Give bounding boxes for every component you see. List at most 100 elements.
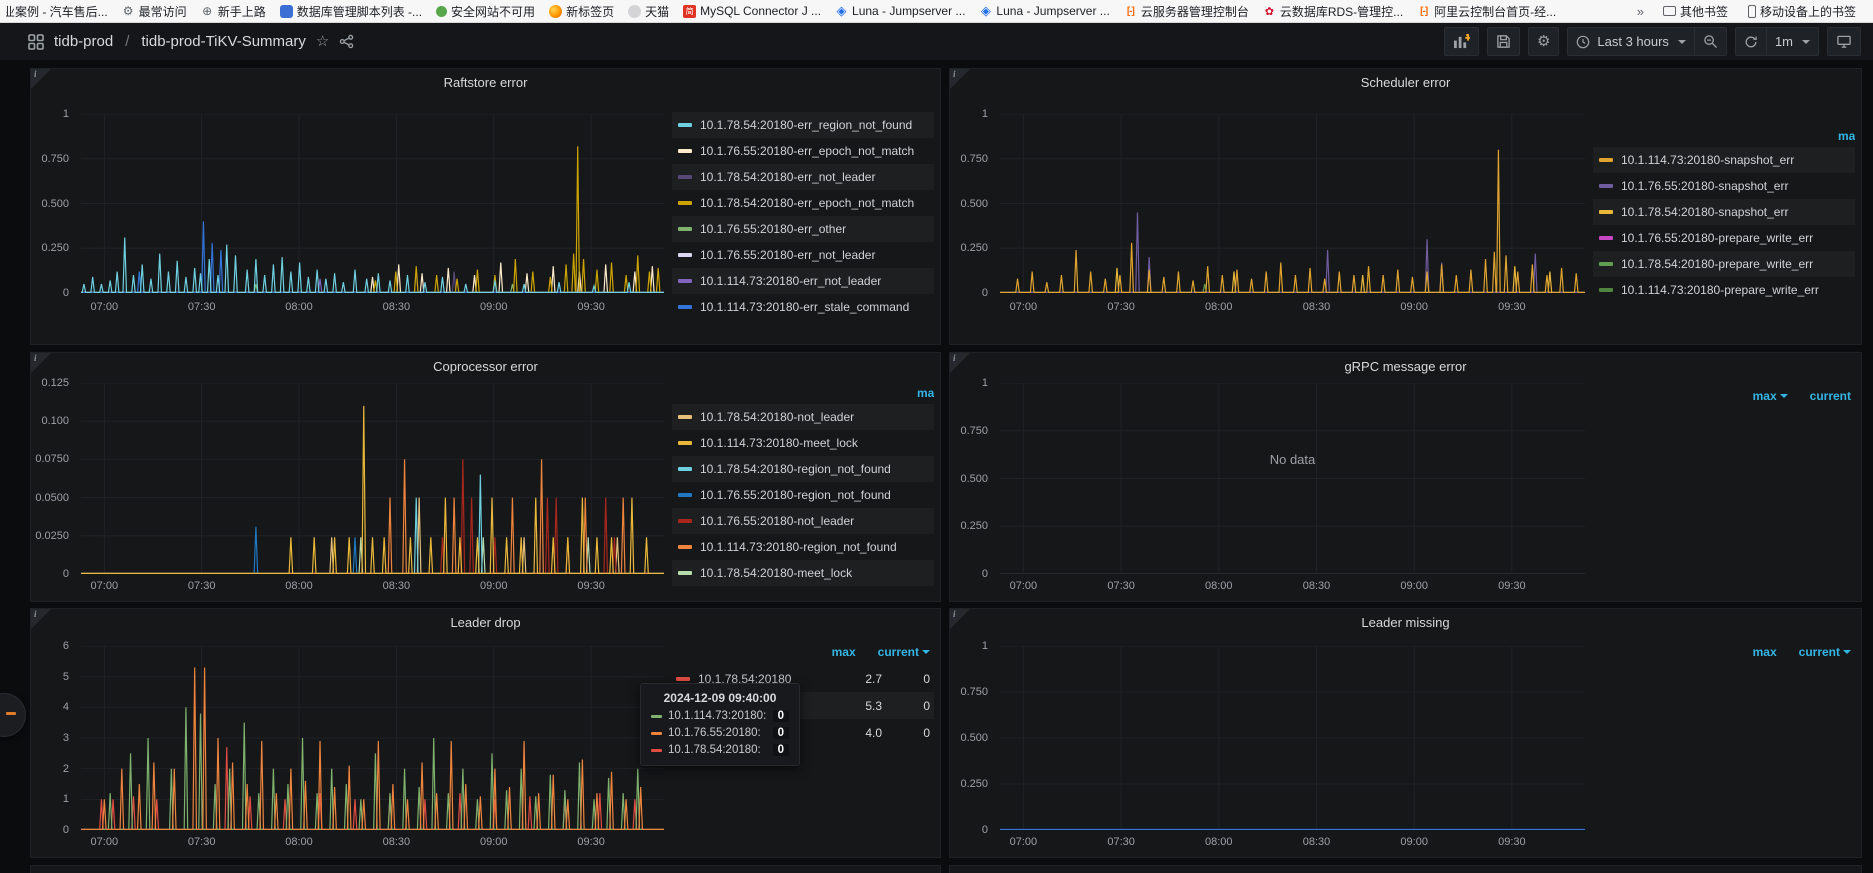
legend-item[interactable]: 10.1.76.55:20180-err_epoch_not_match bbox=[672, 138, 934, 164]
legend-item[interactable]: 10.1.114.73:20180-meet_lock bbox=[672, 430, 934, 456]
save-dashboard-button[interactable] bbox=[1486, 27, 1520, 56]
time-range-picker[interactable]: Last 3 hours bbox=[1567, 27, 1695, 56]
bookmark-item[interactable]: 简 MySQL Connector J ... bbox=[678, 2, 826, 20]
no-data-message: No data bbox=[1269, 451, 1316, 467]
legend-item[interactable]: 10.1.76.55:20180-region_not_found bbox=[672, 482, 934, 508]
chart-canvas[interactable] bbox=[81, 114, 664, 293]
legend-series-name: 10.1.78.54:20180-snapshot_err bbox=[1621, 204, 1789, 219]
legend-max-header[interactable]: max bbox=[1837, 128, 1855, 143]
legend-item[interactable]: 10.1.114.73:20180-prepare_write_err bbox=[1593, 277, 1855, 303]
bookmark-item[interactable]: [-] 云服务器管理控制台 bbox=[1119, 1, 1254, 22]
aliyun-favicon-icon: [-] bbox=[1126, 5, 1135, 17]
x-tick-label: 08:00 bbox=[1205, 836, 1233, 848]
y-axis-labels: 0.125 0.100 0.0750 0.0500 0.0250 0 bbox=[31, 377, 75, 580]
bookmark-item[interactable]: ⊕ 新手上路 bbox=[196, 1, 271, 22]
share-icon[interactable] bbox=[339, 34, 354, 49]
bookmark-item[interactable]: ◈ Luna - Jumpserver ... bbox=[830, 2, 970, 20]
y-tick-label: 2 bbox=[62, 762, 69, 775]
legend-sort-max[interactable]: max bbox=[1753, 389, 1788, 403]
chart-canvas[interactable] bbox=[1000, 114, 1585, 293]
tooltip-series-row: 10.1.78.54:20180: 0 bbox=[651, 744, 789, 756]
chart-canvas[interactable] bbox=[81, 383, 664, 574]
dashboards-grid-icon[interactable] bbox=[28, 33, 44, 50]
bookmark-item[interactable]: 新标签页 bbox=[544, 1, 619, 22]
x-tick-label: 08:00 bbox=[1205, 580, 1233, 592]
refresh-button[interactable] bbox=[1734, 27, 1767, 56]
panel-title[interactable]: Raftstore error bbox=[443, 75, 528, 90]
bookmark-item[interactable]: 天猫 bbox=[623, 1, 674, 22]
refresh-interval-picker[interactable]: 1m bbox=[1766, 27, 1819, 56]
legend-item[interactable]: 10.1.78.54:20180-region_not_found bbox=[672, 456, 934, 482]
tv-mode-button[interactable] bbox=[1827, 27, 1861, 56]
bookmark-item[interactable]: ✿ 云数据库RDS-管理控... bbox=[1258, 1, 1408, 22]
panel-title[interactable]: Coprocessor error bbox=[433, 359, 538, 374]
favorite-star-icon[interactable]: ☆ bbox=[315, 33, 330, 50]
legend-item[interactable]: 10.1.76.55:20180-prepare_write_err bbox=[1593, 225, 1855, 251]
legend-item[interactable]: 10.1.114.73:20180-err_not_leader bbox=[672, 268, 934, 294]
y-tick-label: 0 bbox=[62, 568, 69, 580]
chart-canvas[interactable] bbox=[81, 646, 664, 830]
legend-sort-current[interactable]: current bbox=[1799, 645, 1851, 659]
other-bookmarks-button[interactable]: 其他书签 bbox=[1658, 1, 1733, 22]
x-tick-label: 08:30 bbox=[382, 580, 411, 592]
x-axis-labels: 07:00 07:30 08:00 08:30 09:00 09:30 bbox=[1000, 836, 1585, 850]
legend-sort-current[interactable]: current bbox=[1809, 389, 1851, 403]
breadcrumb-dashboard[interactable]: tidb-prod-TiKV-Summary bbox=[141, 33, 306, 50]
panel-title[interactable]: Leader drop bbox=[450, 615, 521, 630]
chart-canvas[interactable] bbox=[1000, 646, 1585, 830]
chart-canvas[interactable] bbox=[1000, 383, 1585, 574]
bookmark-item[interactable]: ◈ Luna - Jumpserver ... bbox=[974, 2, 1114, 20]
panel-info-icon[interactable]: i bbox=[950, 353, 970, 373]
legend-item[interactable]: 10.1.78.54:20180-err_region_not_found bbox=[672, 112, 934, 138]
breadcrumb-app[interactable]: tidb-prod bbox=[54, 33, 114, 50]
legend-item[interactable]: 10.1.78.54:20180-snapshot_err bbox=[1593, 199, 1855, 225]
y-tick-label: 4 bbox=[62, 701, 69, 714]
add-panel-button[interactable] bbox=[1443, 27, 1479, 56]
legend-item[interactable]: 10.1.78.54:20180-prepare_write_err bbox=[1593, 251, 1855, 277]
bookmark-item[interactable]: 业案例 - 汽车售后... bbox=[6, 1, 113, 22]
legend-table-row[interactable]: 10.1.78.54:20180 2.7 0 bbox=[672, 665, 934, 692]
y-tick-label: 0.250 bbox=[41, 242, 69, 255]
jumpserver-favicon-icon: ◈ bbox=[980, 3, 991, 18]
series-10.1.78.54:20180 bbox=[81, 747, 664, 829]
legend-item[interactable]: 10.1.114.73:20180-err_stale_command bbox=[672, 294, 934, 320]
panel-coprocessor-error: i Coprocessor error 0.125 0.100 0.0750 0.05… bbox=[30, 352, 941, 602]
bookmark-label: 新手上路 bbox=[217, 4, 266, 19]
panel-info-icon[interactable]: i bbox=[31, 69, 51, 89]
legend-item[interactable]: 10.1.76.55:20180-snapshot_err bbox=[1593, 173, 1855, 199]
legend-item[interactable]: 10.1.78.54:20180-meet_lock bbox=[672, 560, 934, 586]
legend-item[interactable]: 10.1.78.54:20180-not_leader bbox=[672, 404, 934, 430]
bookmark-item[interactable]: 数据库管理脚本列表 -... bbox=[275, 1, 427, 22]
panel-info-icon[interactable]: i bbox=[950, 609, 970, 629]
legend-item[interactable]: 10.1.76.55:20180-err_not_leader bbox=[672, 242, 934, 268]
bookmark-item[interactable]: 安全网站不可用 bbox=[431, 1, 540, 22]
legend-item[interactable]: 10.1.76.55:20180-not_leader bbox=[672, 508, 934, 534]
bookmark-item[interactable]: ⚙ 最常访问 bbox=[117, 1, 192, 22]
mobile-bookmarks-button[interactable]: 移动设备上的书签 bbox=[1743, 1, 1861, 22]
legend-item[interactable]: 10.1.78.54:20180-err_not_leader bbox=[672, 164, 934, 190]
zoom-out-time-button[interactable] bbox=[1694, 27, 1727, 56]
legend-series-name: 10.1.78.54:20180 bbox=[698, 671, 792, 686]
series-snapshot_err-114.73 bbox=[1000, 150, 1585, 293]
legend-sort-max[interactable]: max bbox=[1752, 645, 1777, 659]
legend-max-header[interactable]: max bbox=[916, 386, 934, 400]
legend-item[interactable]: 10.1.114.73:20180-snapshot_err bbox=[1593, 147, 1855, 173]
firefox-favicon-icon bbox=[549, 4, 563, 18]
panel-title[interactable]: Leader missing bbox=[1361, 615, 1450, 630]
legend-swatch bbox=[676, 676, 690, 681]
panel-title[interactable]: Scheduler error bbox=[1360, 75, 1451, 90]
panel-info-icon[interactable]: i bbox=[31, 609, 51, 629]
bookmarks-overflow-chevron[interactable]: » bbox=[1636, 3, 1644, 19]
legend-sort-current[interactable]: current bbox=[878, 645, 930, 659]
legend-item[interactable]: 10.1.78.54:20180-err_epoch_not_match bbox=[672, 190, 934, 216]
legend-swatch bbox=[678, 467, 692, 471]
panel-title[interactable]: gRPC message error bbox=[1344, 359, 1467, 374]
panel-info-icon[interactable]: i bbox=[31, 353, 51, 373]
bookmark-item[interactable]: [-] 阿里云控制台首页-经... bbox=[1412, 1, 1561, 22]
dashboard-settings-button[interactable]: ⚙ bbox=[1527, 27, 1560, 56]
legend-sort-max[interactable]: max bbox=[831, 645, 856, 659]
panel-info-icon[interactable]: i bbox=[950, 69, 970, 89]
legend-item[interactable]: 10.1.76.55:20180-err_other bbox=[672, 216, 934, 242]
legend-item[interactable]: 10.1.114.73:20180-region_not_found bbox=[672, 534, 934, 560]
tooltip-series-name: 10.1.76.55:20180: bbox=[668, 727, 761, 739]
